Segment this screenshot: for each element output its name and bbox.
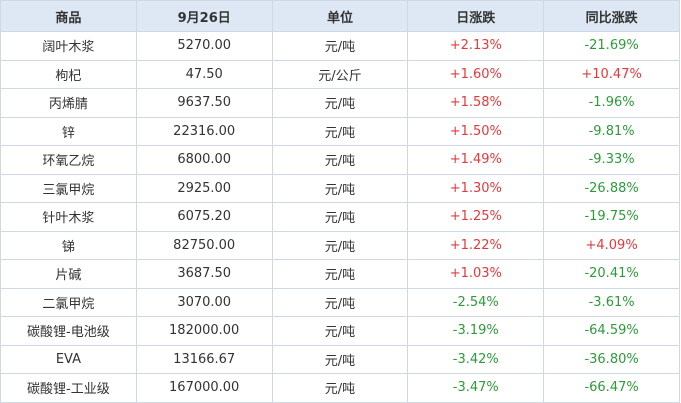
product-cell: 碳酸锂-电池级 <box>0 316 137 346</box>
yoy-change-cell: +10.47% <box>543 59 680 89</box>
daily-change-cell: -2.54% <box>407 287 545 317</box>
product-cell: 针叶木浆 <box>0 202 137 232</box>
unit-cell: 元/吨 <box>271 202 409 232</box>
price-cell: 3687.50 <box>135 259 273 289</box>
product-cell: 环氧乙烷 <box>0 145 137 175</box>
yoy-change-cell: -36.80% <box>543 344 680 374</box>
unit-cell: 元/吨 <box>271 344 409 374</box>
price-cell: 2925.00 <box>135 173 273 203</box>
product-cell: 锑 <box>0 230 137 260</box>
table-row: 二氯甲烷 3070.00 元/吨 -2.54% -3.61% <box>0 287 680 317</box>
product-cell: 三氯甲烷 <box>0 173 137 203</box>
daily-change-cell: +1.03% <box>407 259 545 289</box>
price-cell: 167000.00 <box>135 373 273 403</box>
unit-cell: 元/吨 <box>271 287 409 317</box>
table-row: 环氧乙烷 6800.00 元/吨 +1.49% -9.33% <box>0 145 680 175</box>
yoy-change-cell: -64.59% <box>543 316 680 346</box>
yoy-change-cell: -1.96% <box>543 88 680 118</box>
product-cell: 片碱 <box>0 259 137 289</box>
table-row: 碳酸锂-电池级 182000.00 元/吨 -3.19% -64.59% <box>0 316 680 346</box>
price-cell: 22316.00 <box>135 116 273 146</box>
unit-cell: 元/吨 <box>271 316 409 346</box>
unit-cell: 元/公斤 <box>271 59 409 89</box>
daily-change-cell: +1.60% <box>407 59 545 89</box>
price-cell: 5270.00 <box>135 31 273 61</box>
header-cell: 日涨跌 <box>407 0 545 32</box>
yoy-change-cell: -9.33% <box>543 145 680 175</box>
table-row: 阔叶木浆 5270.00 元/吨 +2.13% -21.69% <box>0 31 680 61</box>
table-row: 针叶木浆 6075.20 元/吨 +1.25% -19.75% <box>0 202 680 232</box>
daily-change-cell: +1.25% <box>407 202 545 232</box>
daily-change-cell: +1.30% <box>407 173 545 203</box>
header-cell: 9月26日 <box>135 0 273 32</box>
table-body: 阔叶木浆 5270.00 元/吨 +2.13% -21.69% 枸杞 47.50 元/公斤 +1… <box>0 31 680 403</box>
yoy-change-cell: -21.69% <box>543 31 680 61</box>
unit-cell: 元/吨 <box>271 173 409 203</box>
yoy-change-cell: +4.09% <box>543 230 680 260</box>
product-cell: EVA <box>0 344 137 374</box>
yoy-change-cell: -26.88% <box>543 173 680 203</box>
table-row: 片碱 3687.50 元/吨 +1.03% -20.41% <box>0 259 680 289</box>
table-row: 丙烯腈 9637.50 元/吨 +1.58% -1.96% <box>0 88 680 118</box>
price-cell: 6800.00 <box>135 145 273 175</box>
header-row: 商品 9月26日 单位 日涨跌 同比涨跌 <box>0 0 680 32</box>
product-cell: 丙烯腈 <box>0 88 137 118</box>
table-row: 三氯甲烷 2925.00 元/吨 +1.30% -26.88% <box>0 173 680 203</box>
daily-change-cell: +1.22% <box>407 230 545 260</box>
header-cell: 同比涨跌 <box>543 0 680 32</box>
table-row: 枸杞 47.50 元/公斤 +1.60% +10.47% <box>0 59 680 89</box>
table-row: 碳酸锂-工业级 167000.00 元/吨 -3.47% -66.47% <box>0 373 680 403</box>
yoy-change-cell: -19.75% <box>543 202 680 232</box>
unit-cell: 元/吨 <box>271 116 409 146</box>
yoy-change-cell: -66.47% <box>543 373 680 403</box>
product-cell: 阔叶木浆 <box>0 31 137 61</box>
unit-cell: 元/吨 <box>271 31 409 61</box>
header-cell: 商品 <box>0 0 137 32</box>
daily-change-cell: -3.47% <box>407 373 545 403</box>
yoy-change-cell: -9.81% <box>543 116 680 146</box>
daily-change-cell: +1.50% <box>407 116 545 146</box>
product-cell: 二氯甲烷 <box>0 287 137 317</box>
unit-cell: 元/吨 <box>271 145 409 175</box>
table-row: EVA 13166.67 元/吨 -3.42% -36.80% <box>0 344 680 374</box>
daily-change-cell: +1.49% <box>407 145 545 175</box>
unit-cell: 元/吨 <box>271 373 409 403</box>
price-cell: 9637.50 <box>135 88 273 118</box>
price-cell: 13166.67 <box>135 344 273 374</box>
unit-cell: 元/吨 <box>271 259 409 289</box>
daily-change-cell: -3.19% <box>407 316 545 346</box>
yoy-change-cell: -3.61% <box>543 287 680 317</box>
price-cell: 6075.20 <box>135 202 273 232</box>
table-row: 锑 82750.00 元/吨 +1.22% +4.09% <box>0 230 680 260</box>
product-cell: 枸杞 <box>0 59 137 89</box>
daily-change-cell: +1.58% <box>407 88 545 118</box>
price-cell: 47.50 <box>135 59 273 89</box>
daily-change-cell: +2.13% <box>407 31 545 61</box>
daily-change-cell: -3.42% <box>407 344 545 374</box>
product-cell: 锌 <box>0 116 137 146</box>
product-cell: 碳酸锂-工业级 <box>0 373 137 403</box>
unit-cell: 元/吨 <box>271 230 409 260</box>
unit-cell: 元/吨 <box>271 88 409 118</box>
price-cell: 3070.00 <box>135 287 273 317</box>
price-cell: 82750.00 <box>135 230 273 260</box>
price-cell: 182000.00 <box>135 316 273 346</box>
header-cell: 单位 <box>271 0 409 32</box>
yoy-change-cell: -20.41% <box>543 259 680 289</box>
table-row: 锌 22316.00 元/吨 +1.50% -9.81% <box>0 116 680 146</box>
